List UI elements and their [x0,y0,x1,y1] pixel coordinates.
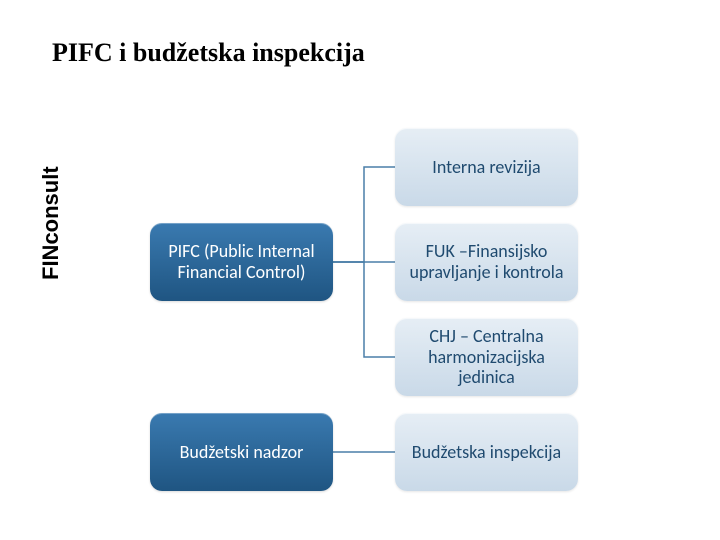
edge-pifc-chj [333,262,395,357]
edge-pifc-ir [333,167,395,262]
sidebar-brand: FINconsult [38,166,64,280]
node-fuk: FUK –Finansijsko upravljanje i kontrola [395,223,578,301]
node-insp: Budžetska inspekcija [395,413,578,491]
node-ir: Interna revizija [395,128,578,206]
page-title: PIFC i budžetska inspekcija [52,38,365,68]
node-pifc: PIFC (Public Internal Financial Control) [150,223,333,301]
node-nadzor: Budžetski nadzor [150,413,333,491]
node-chj: CHJ – Centralna harmonizacijska jedinica [395,318,578,396]
connector-layer [0,0,720,540]
